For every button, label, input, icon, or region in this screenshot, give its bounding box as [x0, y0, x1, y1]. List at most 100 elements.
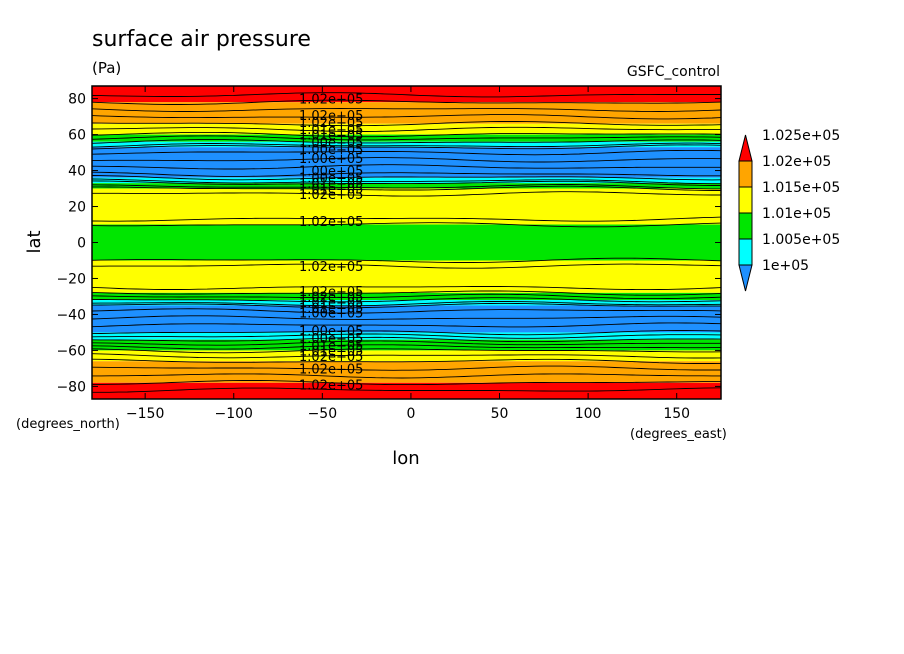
- y-units-label: (degrees_north): [16, 417, 120, 432]
- contour-line-43: [92, 373, 721, 379]
- contour-line-42: [92, 365, 721, 371]
- colorbar-label: 1.005e+05: [762, 232, 840, 248]
- contour-line-17: [92, 180, 721, 186]
- contour-line-32: [92, 315, 721, 320]
- pressure-band-1: [92, 102, 721, 124]
- contour-line-11: [92, 149, 721, 156]
- contour-label-22: 1.01e+05: [299, 339, 363, 354]
- contour-line-31: [92, 308, 721, 314]
- contour-line-26: [92, 290, 721, 296]
- contour-label-8: 1.00e+05: [299, 165, 363, 180]
- contour-line-4: [92, 121, 721, 127]
- colorbar-segment-2: [738, 212, 753, 240]
- x-tick-label: −150: [126, 406, 164, 422]
- chart-title: surface air pressure: [92, 27, 311, 52]
- contour-label-5: 1.00e+05: [299, 136, 363, 151]
- contour-line-28: [92, 297, 721, 303]
- contour-line-34: [92, 330, 721, 336]
- y-axis: −80 −60 −40 −20 0 20 40 60 80: [56, 92, 721, 395]
- contour-line-39: [92, 348, 721, 354]
- contour-label-25: 1.02e+05: [299, 362, 363, 377]
- contour-label-20: 1.00e+05: [299, 325, 363, 340]
- contour-label-1: 1.02e+05: [299, 109, 363, 124]
- contour-label-4: 1.01e+05: [299, 129, 363, 144]
- contour-label-2: 1.02e+05: [299, 116, 363, 131]
- contour-line-15: [92, 175, 721, 181]
- pressure-band-8: [92, 188, 721, 225]
- pressure-band-12: [92, 300, 721, 306]
- contour-label-15: 1.02e+05: [299, 285, 363, 300]
- colorbar-label: 1e+05: [762, 258, 809, 274]
- contour-label-10: 1.01e+05: [299, 177, 363, 192]
- contour-label-26: 1.02e+05: [299, 379, 363, 394]
- x-axis-label: lon: [392, 448, 419, 469]
- colorbar-segment-1: [738, 238, 753, 266]
- contour-label-24: 1.02e+05: [299, 350, 363, 365]
- pressure-band-3: [92, 134, 721, 142]
- pressure-band-14: [92, 332, 721, 340]
- contour-line-20: [92, 191, 721, 197]
- contour-line-18: [92, 184, 721, 190]
- x-tick-label: 100: [575, 406, 602, 422]
- y-tick-label: 20: [68, 200, 86, 216]
- contour-line-9: [92, 142, 721, 148]
- y-tick-label: −40: [56, 307, 86, 323]
- contour-line-25: [92, 286, 721, 291]
- contour-line-33: [92, 322, 721, 328]
- x-units-label: (degrees_east): [630, 427, 727, 442]
- y-tick-label: 60: [68, 128, 86, 144]
- contour-label-6: 1.00e+05: [299, 143, 363, 158]
- pressure-band-4: [92, 141, 721, 148]
- contour-line-10: [92, 144, 721, 150]
- y-tick-label: −60: [56, 343, 86, 359]
- pressure-band-17: [92, 361, 721, 383]
- contour-line-16: [92, 178, 721, 185]
- contour-label-7: 1.00e+05: [299, 152, 363, 167]
- contour-label-11: 1.01e+05: [299, 183, 363, 198]
- contour-label-16: 1.02e+05: [299, 290, 363, 305]
- contour-line-7: [92, 135, 721, 141]
- pressure-band-9: [92, 224, 721, 261]
- contour-line-45: [92, 387, 721, 393]
- contour-label-21: 1.00e+05: [299, 332, 363, 347]
- pressure-band-6: [92, 177, 721, 184]
- contour-line-36: [92, 336, 721, 343]
- contour-line-27: [92, 293, 721, 300]
- colorbar-label: 1.025e+05: [762, 128, 840, 144]
- x-tick-label: 0: [406, 406, 415, 422]
- contour-label-12: 1.02e+05: [299, 188, 363, 203]
- colorbar-segment-4: [738, 160, 753, 188]
- x-tick-label: 50: [491, 406, 509, 422]
- x-tick-label: 150: [663, 406, 690, 422]
- contour-line-21: [92, 216, 721, 222]
- colorbar-label: 1.015e+05: [762, 180, 840, 196]
- units-label: (Pa): [92, 59, 121, 77]
- contour-label-18: 1.01e+05: [299, 301, 363, 316]
- colorbar-arrow-low: [738, 264, 753, 292]
- contour-line-6: [92, 131, 721, 138]
- contour-line-29: [92, 301, 721, 307]
- x-tick-label: −100: [215, 406, 253, 422]
- contour-label-3: 1.01e+05: [299, 123, 363, 138]
- x-tick-label: −50: [308, 406, 338, 422]
- pressure-band-2: [92, 123, 721, 135]
- contour-label-0: 1.02e+05: [299, 93, 363, 108]
- y-tick-label: 0: [77, 236, 86, 252]
- contour-line-8: [92, 139, 721, 144]
- colorbar-segment-3: [738, 186, 753, 214]
- contour-line-40: [92, 353, 721, 359]
- contour-label-14: 1.02e+05: [299, 260, 363, 275]
- contour-line-30: [92, 302, 721, 309]
- pressure-band-7: [92, 183, 721, 189]
- pressure-band-0: [92, 86, 721, 103]
- colorbar-label: 1.02e+05: [762, 154, 831, 170]
- contour-line-24: [92, 263, 721, 269]
- pressure-band-16: [92, 350, 721, 362]
- contour-lines: [92, 92, 721, 393]
- colorbar: 1e+05 1.005e+05 1.01e+05 1.015e+05 1.02e+05 1…: [738, 128, 840, 292]
- contour-line-23: [92, 257, 721, 263]
- contour-line-19: [92, 185, 721, 191]
- contour-line-5: [92, 126, 721, 132]
- contour-fill: [92, 86, 721, 399]
- y-tick-label: −80: [56, 379, 86, 395]
